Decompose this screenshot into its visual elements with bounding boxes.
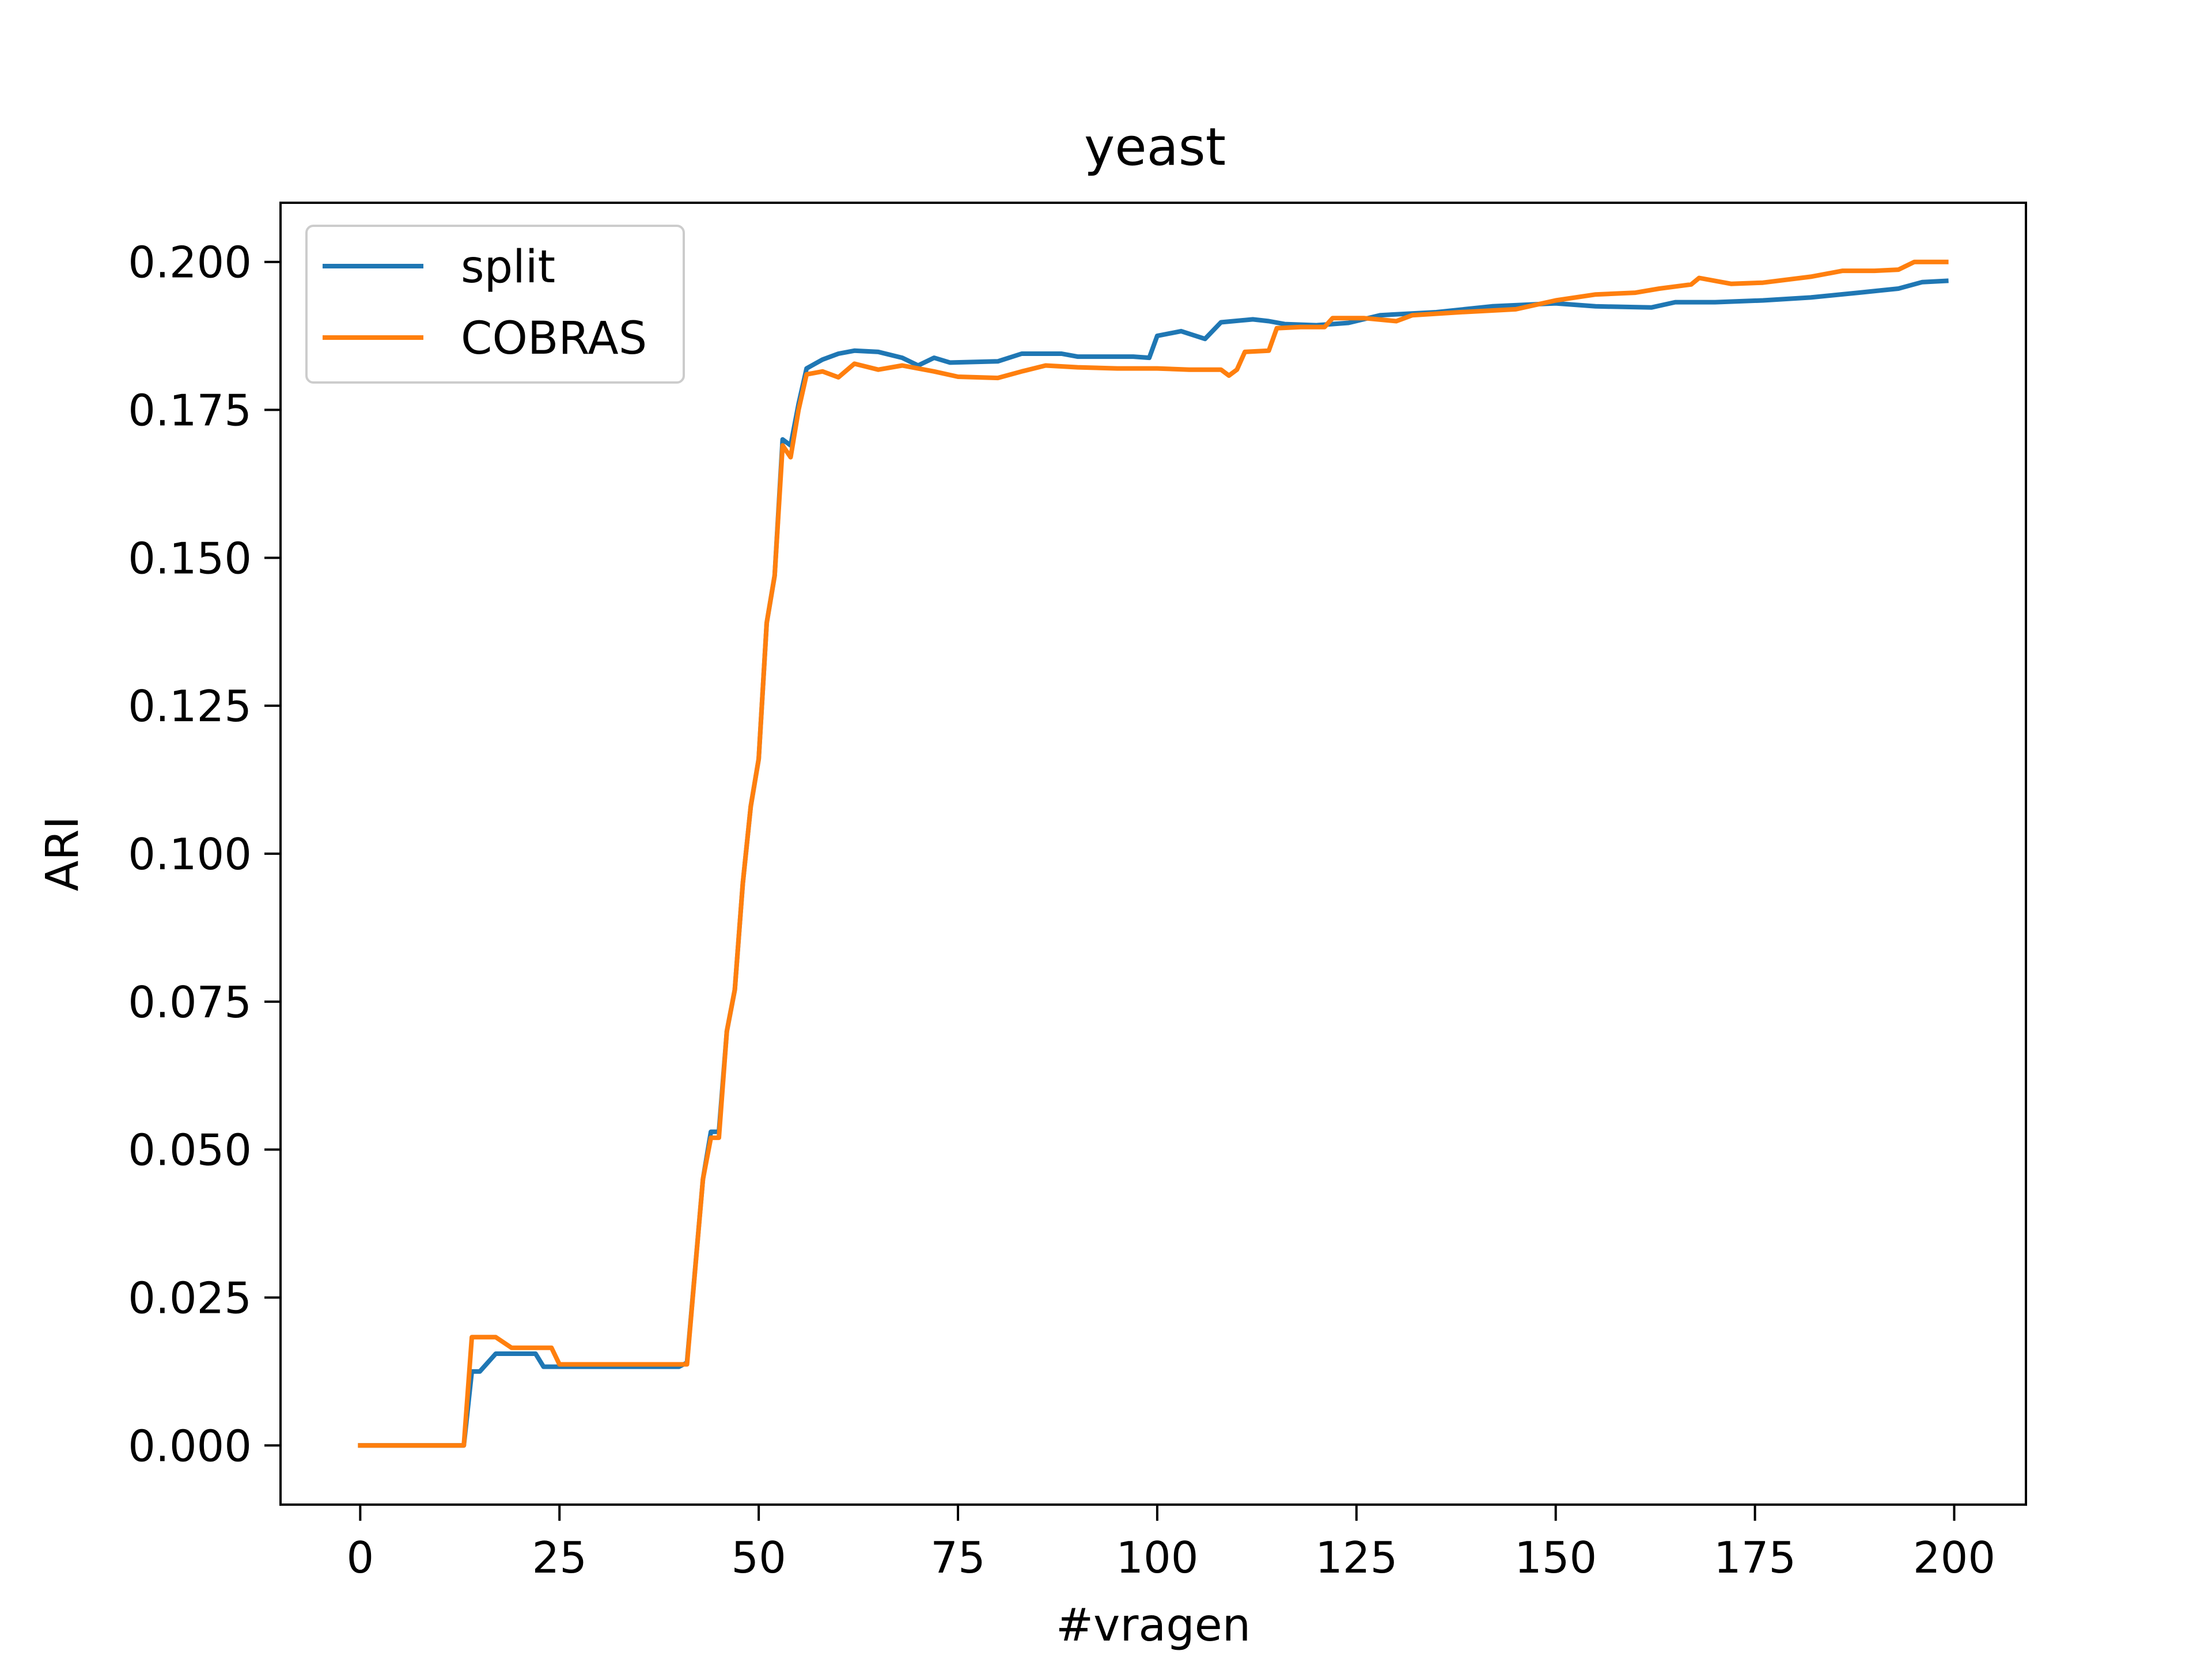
x-tick-label: 75 xyxy=(930,1532,985,1583)
y-tick-label: 0.150 xyxy=(128,533,252,584)
x-tick-label: 125 xyxy=(1315,1532,1397,1583)
x-tick-label: 100 xyxy=(1116,1532,1198,1583)
x-tick-label: 175 xyxy=(1714,1532,1796,1583)
x-tick-label: 25 xyxy=(532,1532,587,1583)
chart-title: yeast xyxy=(1084,117,1226,177)
series-line-cobras xyxy=(358,259,1949,1448)
x-tick-label: 0 xyxy=(346,1532,374,1583)
legend-label-split: split xyxy=(461,241,555,293)
y-axis-label: ARI xyxy=(37,816,89,892)
plot-area xyxy=(281,203,2026,1505)
series-layer xyxy=(358,259,1949,1448)
legend-label-cobras: COBRAS xyxy=(461,313,647,365)
x-tick-label: 200 xyxy=(1913,1532,1995,1583)
legend: split COBRAS xyxy=(305,225,685,384)
y-tick-label: 0.125 xyxy=(128,681,252,732)
x-tick-label: 150 xyxy=(1514,1532,1597,1583)
y-tick-label: 0.100 xyxy=(128,829,252,880)
y-tick-label: 0.000 xyxy=(128,1421,252,1471)
x-axis-label: #vragen xyxy=(1056,1600,1251,1652)
x-axis: 0 25 50 75 100 125 150 175 200 xyxy=(346,1505,1995,1583)
y-axis: 0.000 0.025 0.050 0.075 0.100 0.125 0.150 0.175… xyxy=(128,237,281,1471)
y-tick-label: 0.175 xyxy=(128,385,252,436)
y-tick-label: 0.025 xyxy=(128,1272,252,1323)
y-tick-label: 0.050 xyxy=(128,1125,252,1176)
x-tick-label: 50 xyxy=(731,1532,786,1583)
y-tick-label: 0.075 xyxy=(128,977,252,1028)
y-tick-label: 0.200 xyxy=(128,237,252,288)
plot-background xyxy=(281,203,2026,1505)
